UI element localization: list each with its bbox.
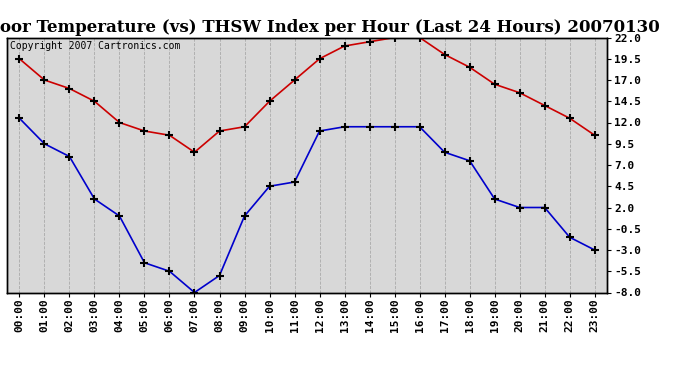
Text: Copyright 2007 Cartronics.com: Copyright 2007 Cartronics.com	[10, 41, 180, 51]
Title: Outdoor Temperature (vs) THSW Index per Hour (Last 24 Hours) 20070130: Outdoor Temperature (vs) THSW Index per …	[0, 19, 660, 36]
